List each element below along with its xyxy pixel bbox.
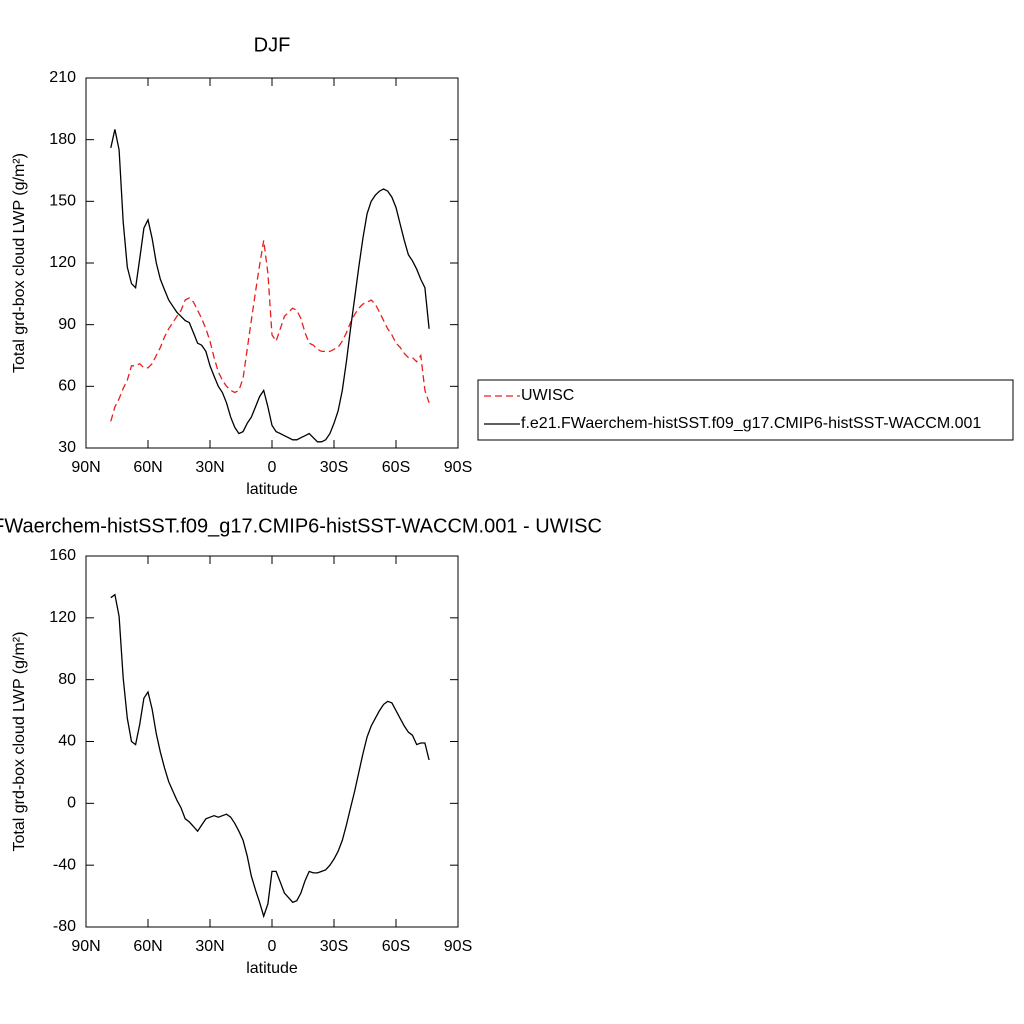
y-tick-label: 30 (58, 439, 76, 456)
x-tick-label: 90S (444, 459, 472, 476)
x-tick-label: 60S (382, 459, 410, 476)
legend-box (477, 379, 1014, 441)
x-tick-label: 60N (133, 938, 162, 955)
y-tick-label: 90 (58, 316, 76, 333)
y-tick-label: 160 (49, 547, 76, 564)
x-axis-label: latitude (246, 960, 298, 977)
x-tick-label: 90N (71, 938, 100, 955)
x-tick-label: 90N (71, 459, 100, 476)
y-tick-label: -40 (53, 856, 76, 873)
x-axis-label: latitude (246, 481, 298, 498)
y-tick-label: 150 (49, 193, 76, 210)
y-tick-label: 60 (58, 378, 76, 395)
data-line (110, 129, 430, 443)
x-tick-label: 60S (382, 938, 410, 955)
x-tick-label: 0 (268, 459, 277, 476)
data-line (110, 240, 430, 422)
plot-frame (85, 77, 459, 449)
x-tick-label: 30N (195, 938, 224, 955)
x-tick-label: 30N (195, 459, 224, 476)
chart-title: f.e21.FWaerchem-histSST.f09_g17.CMIP6-hi… (0, 515, 602, 537)
y-tick-label: 180 (49, 131, 76, 148)
y-tick-label: 120 (49, 609, 76, 626)
y-axis-label: Total grd-box cloud LWP (g/m²) (11, 153, 28, 373)
x-tick-label: 30S (320, 459, 348, 476)
legend-label: UWISC (521, 387, 574, 404)
chart-title: DJF (254, 34, 291, 56)
y-tick-label: 80 (58, 671, 76, 688)
x-tick-label: 60N (133, 459, 162, 476)
y-tick-label: 0 (67, 795, 76, 812)
x-tick-label: 30S (320, 938, 348, 955)
y-tick-label: -80 (53, 918, 76, 935)
x-tick-label: 0 (268, 938, 277, 955)
x-tick-label: 90S (444, 938, 472, 955)
y-tick-label: 40 (58, 733, 76, 750)
y-axis-label: Total grd-box cloud LWP (g/m²) (11, 632, 28, 852)
data-line (110, 593, 430, 919)
y-tick-label: 210 (49, 69, 76, 86)
legend-label: f.e21.FWaerchem-histSST.f09_g17.CMIP6-hi… (521, 415, 981, 432)
y-tick-label: 120 (49, 254, 76, 271)
